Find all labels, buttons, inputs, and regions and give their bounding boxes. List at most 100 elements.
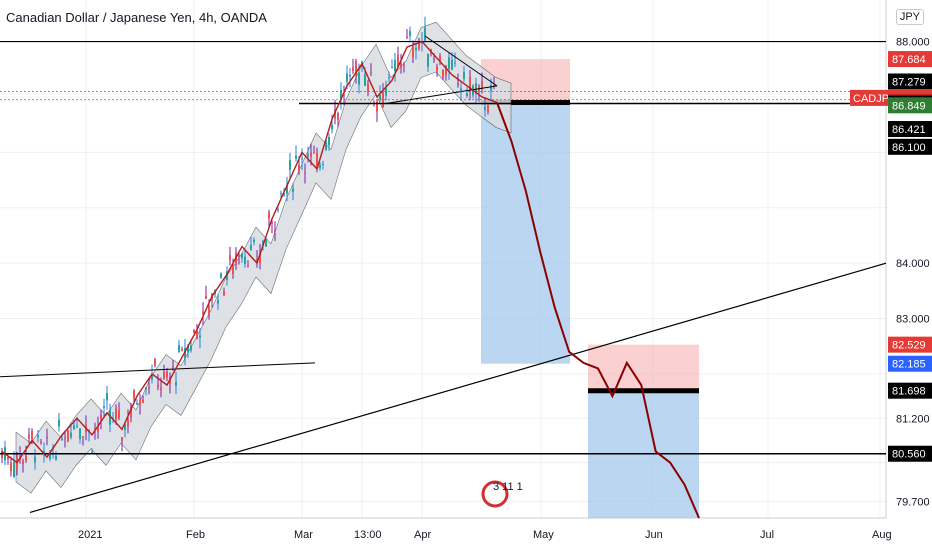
- candle-body: [82, 436, 84, 438]
- candle-body: [139, 399, 141, 405]
- candle-body: [286, 184, 288, 194]
- price-label-bg: [888, 121, 932, 138]
- candle-body: [94, 428, 96, 430]
- candle-body: [397, 54, 399, 68]
- candle-body: [97, 426, 99, 432]
- candle-body: [37, 435, 39, 438]
- candle-body: [226, 271, 228, 280]
- candle-body: [298, 165, 300, 172]
- candle-body: [352, 67, 354, 71]
- currency-button[interactable]: JPY: [895, 9, 924, 25]
- candle-body: [205, 295, 207, 299]
- channel-line: [0, 362, 316, 378]
- candle-body: [262, 240, 264, 246]
- candle-body: [433, 58, 435, 60]
- trend-lines[interactable]: [0, 35, 887, 514]
- candle-body: [178, 345, 180, 352]
- position-zones: [481, 59, 699, 518]
- candle-body: [100, 414, 102, 419]
- candle-body: [490, 84, 492, 91]
- candle-body: [73, 425, 75, 430]
- price-label: 87.279: [892, 76, 926, 88]
- candle-body: [388, 77, 390, 79]
- candle-body: [349, 74, 351, 77]
- candle-body: [475, 83, 477, 94]
- candle-body: [373, 102, 375, 104]
- candle-body: [250, 245, 252, 250]
- candle-body: [220, 273, 222, 278]
- y-tick-label: 83.000: [896, 314, 930, 326]
- candle-body: [259, 252, 261, 264]
- price-label: 86.421: [892, 124, 926, 136]
- candle-body: [304, 172, 306, 174]
- watermark-numbers: 3 11 1: [493, 481, 523, 493]
- price-label: 80.560: [892, 449, 926, 461]
- candle-body: [154, 358, 156, 366]
- symbol-tag: CADJPY: [853, 93, 897, 105]
- price-series: [1, 40, 700, 519]
- price-label-bg: [888, 382, 932, 399]
- candle-body: [229, 255, 231, 261]
- candle-body: [280, 193, 282, 195]
- x-tick-label: Jul: [760, 529, 774, 541]
- candle-body: [217, 299, 219, 304]
- candle-body: [409, 31, 411, 37]
- candle-body: [232, 265, 234, 275]
- candle-body: [331, 125, 333, 130]
- candle-body: [463, 72, 465, 79]
- candle-body: [415, 47, 417, 51]
- x-tick-label: Jun: [645, 529, 663, 541]
- candle-body: [358, 72, 360, 85]
- candle-body: [271, 222, 273, 224]
- candle-body: [412, 48, 414, 58]
- candle-body: [421, 42, 423, 44]
- candle-body: [442, 69, 444, 78]
- price-label-bg: [888, 51, 932, 68]
- candle-body: [436, 66, 438, 71]
- watermark-logo-ring: [481, 480, 509, 508]
- candle-body: [58, 419, 60, 427]
- candle-body: [487, 104, 489, 112]
- candle-body: [379, 94, 381, 100]
- candle-body: [181, 349, 183, 351]
- candle-body: [484, 106, 486, 111]
- candle-body: [364, 74, 366, 86]
- candle-body: [340, 90, 342, 100]
- candle-body: [163, 371, 165, 379]
- candle-body: [313, 152, 315, 154]
- candle-body: [406, 36, 408, 38]
- y-tick-label: 79.700: [896, 496, 930, 508]
- candle-body: [253, 239, 255, 242]
- candle-body: [301, 158, 303, 160]
- candle-body: [403, 65, 405, 67]
- candle-body: [346, 73, 348, 82]
- candle-body: [268, 212, 270, 219]
- candle-body: [337, 113, 339, 121]
- candle-body: [400, 63, 402, 68]
- x-tick-label: Feb: [186, 529, 205, 541]
- candle-body: [46, 436, 48, 439]
- price-axis[interactable]: 88.000 84.000 83.000 81.200 79.700 87.684 87.2…: [850, 37, 932, 509]
- candle-body: [382, 92, 384, 108]
- candle-body: [145, 387, 147, 390]
- price-label-bg: [888, 138, 932, 155]
- candle-body: [325, 140, 327, 151]
- symbol-tag-bg: [850, 89, 888, 106]
- x-tick-label: Apr: [414, 529, 431, 541]
- candle-body: [13, 462, 15, 477]
- candle-body: [115, 408, 117, 420]
- candle-body: [466, 93, 468, 96]
- chart-title: Canadian Dollar / Japanese Yen, 4h, OAND…: [6, 10, 267, 25]
- candle-body: [202, 311, 204, 315]
- y-tick-label: 88.000: [896, 37, 930, 49]
- kijun-line: [1, 40, 498, 464]
- candle-body: [49, 454, 51, 460]
- candle-body: [355, 61, 357, 75]
- candle-body: [55, 455, 57, 460]
- currency-label: JPY: [899, 11, 920, 23]
- candle-body: [160, 387, 162, 391]
- time-axis[interactable]: 2021 Feb Mar 13:00 Apr May Jun Jul Aug: [78, 529, 892, 541]
- candle-body: [295, 155, 297, 159]
